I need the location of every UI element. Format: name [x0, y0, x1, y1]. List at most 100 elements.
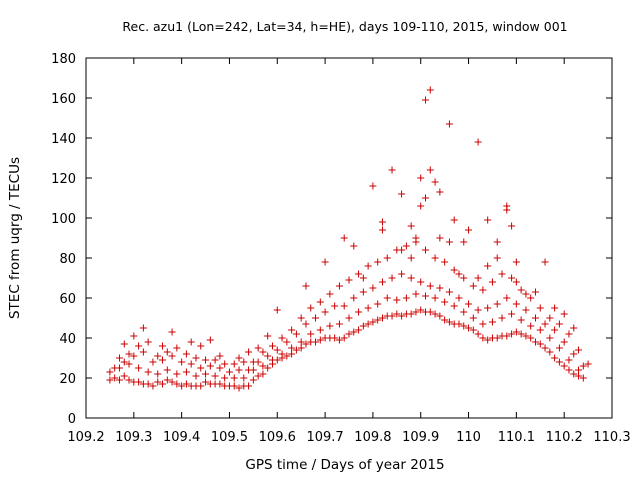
data-point: [302, 320, 310, 328]
data-point: [426, 308, 434, 316]
data-point: [216, 380, 224, 388]
x-tick-label: 110: [456, 430, 481, 445]
data-point: [527, 322, 535, 330]
y-tick-label: 60: [59, 292, 76, 307]
data-point: [560, 362, 568, 370]
data-point: [130, 352, 138, 360]
data-point: [374, 300, 382, 308]
data-point: [359, 274, 367, 282]
data-point: [431, 310, 439, 318]
data-point: [488, 318, 496, 326]
data-point: [369, 284, 377, 292]
chart-title: Rec. azu1 (Lon=242, Lat=34, h=HE), days …: [122, 19, 567, 34]
data-point: [192, 354, 200, 362]
data-point: [575, 346, 583, 354]
data-point: [149, 358, 157, 366]
data-point: [139, 348, 147, 356]
data-point: [503, 294, 511, 302]
data-point: [378, 226, 386, 234]
data-points: [106, 86, 592, 392]
data-point: [197, 342, 205, 350]
data-point: [546, 348, 554, 356]
data-point: [312, 314, 320, 322]
data-point: [493, 300, 501, 308]
data-point: [441, 298, 449, 306]
y-tick-label: 40: [59, 332, 76, 347]
data-point: [575, 372, 583, 380]
data-point: [579, 362, 587, 370]
data-point: [441, 258, 449, 266]
data-point: [197, 364, 205, 372]
data-point: [527, 294, 535, 302]
data-point: [426, 86, 434, 94]
data-point: [426, 282, 434, 290]
data-point: [144, 368, 152, 376]
data-point: [120, 340, 128, 348]
data-point: [120, 372, 128, 380]
data-point: [125, 350, 133, 358]
data-point: [235, 366, 243, 374]
data-point: [383, 254, 391, 262]
data-point: [555, 358, 563, 366]
data-point: [335, 336, 343, 344]
data-point: [115, 354, 123, 362]
data-point: [546, 334, 554, 342]
data-point: [436, 234, 444, 242]
data-point: [460, 238, 468, 246]
x-tick-label: 109.4: [163, 430, 200, 445]
x-tick-label: 110.3: [593, 430, 630, 445]
data-point: [182, 350, 190, 358]
data-point: [182, 380, 190, 388]
data-point: [517, 316, 525, 324]
data-point: [202, 378, 210, 386]
data-point: [316, 336, 324, 344]
data-point: [479, 334, 487, 342]
data-point: [436, 312, 444, 320]
data-point: [398, 312, 406, 320]
data-point: [335, 320, 343, 328]
data-point: [182, 368, 190, 376]
data-point: [388, 312, 396, 320]
data-point: [163, 366, 171, 374]
data-point: [374, 316, 382, 324]
data-point: [493, 334, 501, 342]
data-point: [364, 262, 372, 270]
data-point: [445, 288, 453, 296]
data-point: [202, 370, 210, 378]
data-point: [441, 316, 449, 324]
data-point: [484, 304, 492, 312]
data-point: [484, 262, 492, 270]
data-point: [345, 330, 353, 338]
data-point: [340, 234, 348, 242]
data-point: [412, 290, 420, 298]
data-point: [206, 362, 214, 370]
data-point: [378, 314, 386, 322]
data-point: [350, 328, 358, 336]
data-point: [359, 322, 367, 330]
data-point: [106, 376, 114, 384]
data-point: [163, 348, 171, 356]
data-point: [268, 356, 276, 364]
data-point: [455, 270, 463, 278]
data-point: [292, 330, 300, 338]
data-point: [159, 380, 167, 388]
data-point: [364, 304, 372, 312]
data-point: [163, 376, 171, 384]
data-point: [426, 166, 434, 174]
data-point: [570, 350, 578, 358]
data-point: [159, 342, 167, 350]
x-tick-label: 109.8: [354, 430, 391, 445]
data-point: [450, 266, 458, 274]
data-point: [211, 372, 219, 380]
data-point: [512, 300, 520, 308]
y-tick-label: 20: [59, 372, 76, 387]
data-point: [139, 324, 147, 332]
data-point: [474, 330, 482, 338]
data-point: [455, 320, 463, 328]
data-point: [350, 242, 358, 250]
data-point: [187, 338, 195, 346]
data-point: [474, 274, 482, 282]
data-point: [512, 328, 520, 336]
data-point: [445, 318, 453, 326]
data-point: [355, 270, 363, 278]
